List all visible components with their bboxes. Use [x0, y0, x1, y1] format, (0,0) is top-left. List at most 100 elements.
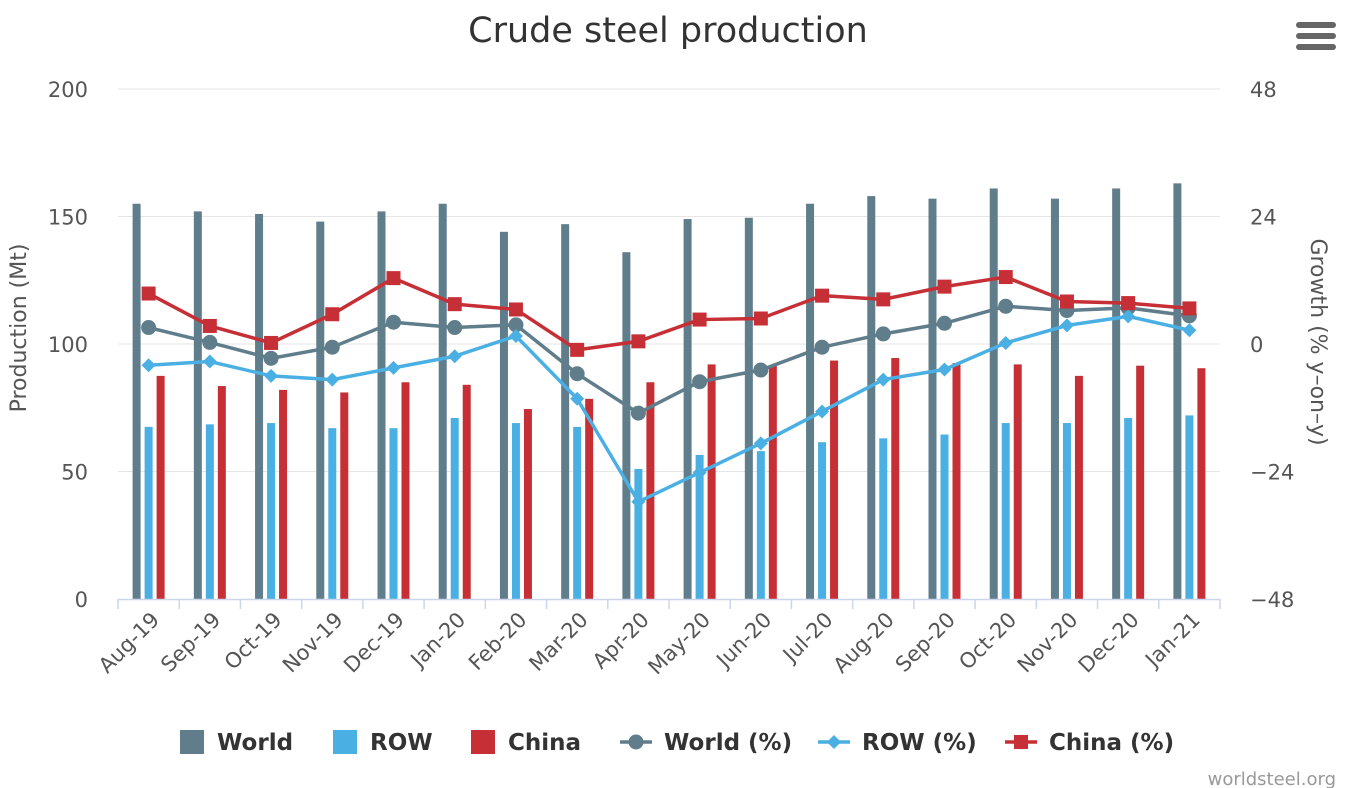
bar-row[interactable] [573, 426, 582, 599]
bar-china[interactable] [1074, 375, 1083, 599]
point-marker[interactable] [692, 312, 707, 327]
bar-world[interactable] [928, 198, 937, 599]
point-marker[interactable] [631, 494, 646, 509]
chart-menu-button[interactable] [1296, 22, 1336, 56]
bar-world[interactable] [1050, 198, 1059, 599]
series-line[interactable] [148, 304, 1190, 415]
point-marker[interactable] [630, 405, 646, 421]
point-marker[interactable] [998, 335, 1013, 350]
bar-row[interactable] [389, 428, 398, 599]
bar-world[interactable] [1173, 183, 1182, 599]
point-marker[interactable] [876, 372, 891, 387]
legend-marker[interactable] [827, 735, 841, 749]
bar-row[interactable] [267, 423, 276, 599]
legend-item[interactable]: China (%) [1005, 730, 1174, 756]
point-marker[interactable] [1059, 294, 1074, 309]
bar-row[interactable] [634, 468, 643, 599]
point-marker[interactable] [753, 362, 769, 378]
point-marker[interactable] [814, 339, 830, 355]
bar-world[interactable] [806, 203, 815, 599]
bar-row[interactable] [205, 424, 214, 599]
point-marker[interactable] [263, 350, 279, 366]
bar-world[interactable] [622, 252, 631, 599]
bar-row[interactable] [328, 428, 337, 599]
point-marker[interactable] [876, 292, 891, 307]
legend-item[interactable]: World [180, 730, 293, 756]
point-marker[interactable] [753, 436, 768, 451]
point-marker[interactable] [998, 298, 1014, 314]
point-marker[interactable] [202, 318, 217, 333]
bar-world[interactable] [561, 224, 570, 599]
bar-china[interactable] [156, 375, 165, 599]
point-marker[interactable] [508, 317, 524, 333]
point-marker[interactable] [386, 271, 401, 286]
bar-row[interactable] [144, 426, 153, 599]
point-marker[interactable] [325, 307, 340, 322]
point-marker[interactable] [875, 326, 891, 342]
bar-china[interactable] [952, 363, 961, 599]
bar-china[interactable] [1136, 365, 1145, 599]
point-marker[interactable] [447, 297, 462, 312]
point-marker[interactable] [325, 372, 340, 387]
bar-world[interactable] [132, 203, 141, 599]
point-marker[interactable] [570, 342, 585, 357]
point-marker[interactable] [1121, 296, 1136, 311]
point-marker[interactable] [447, 320, 463, 336]
point-marker[interactable] [937, 315, 952, 331]
bar-row[interactable] [695, 454, 704, 599]
bar-china[interactable] [340, 392, 349, 599]
bar-china[interactable] [830, 360, 839, 599]
point-marker[interactable] [815, 288, 830, 303]
bar-row[interactable] [1185, 415, 1194, 599]
point-marker[interactable] [998, 270, 1013, 285]
bar-row[interactable] [511, 423, 520, 599]
bar-china[interactable] [1013, 364, 1022, 599]
point-marker[interactable] [1182, 323, 1197, 338]
legend-item[interactable]: World (%) [620, 730, 792, 756]
point-marker[interactable] [1121, 309, 1136, 324]
bar-china[interactable] [279, 389, 288, 599]
bar-world[interactable] [867, 196, 876, 599]
point-marker[interactable] [141, 358, 156, 373]
bar-china[interactable] [523, 409, 532, 599]
bar-world[interactable] [193, 211, 202, 599]
point-marker[interactable] [937, 362, 952, 377]
point-marker[interactable] [631, 334, 646, 349]
bar-china[interactable] [585, 398, 594, 599]
point-marker[interactable] [508, 329, 523, 344]
series-line[interactable] [147, 275, 1190, 352]
point-marker[interactable] [508, 302, 523, 317]
legend-item[interactable]: China [471, 730, 581, 756]
point-marker[interactable] [569, 366, 585, 382]
bar-china[interactable] [891, 358, 900, 599]
legend-marker[interactable] [1014, 735, 1028, 749]
bar-world[interactable] [499, 231, 508, 600]
bar-china[interactable] [646, 382, 655, 599]
point-marker[interactable] [753, 311, 768, 326]
point-marker[interactable] [815, 404, 830, 419]
point-marker[interactable] [692, 465, 707, 480]
bar-row[interactable] [1001, 423, 1010, 599]
series-line[interactable] [148, 314, 1190, 504]
bar-china[interactable] [217, 386, 226, 599]
bar-china[interactable] [462, 384, 471, 599]
bar-row[interactable] [879, 438, 888, 599]
point-marker[interactable] [202, 354, 217, 369]
point-marker[interactable] [570, 391, 585, 406]
point-marker[interactable] [324, 339, 340, 355]
bar-china[interactable] [768, 365, 777, 599]
bar-world[interactable] [316, 221, 325, 599]
point-marker[interactable] [202, 334, 218, 350]
bar-china[interactable] [401, 382, 410, 599]
bar-world[interactable] [1112, 188, 1121, 599]
bar-world[interactable] [989, 188, 998, 599]
point-marker[interactable] [692, 374, 708, 390]
bar-china[interactable] [707, 364, 716, 599]
legend-item[interactable]: ROW (%) [818, 730, 977, 756]
bar-row[interactable] [940, 434, 949, 599]
point-marker[interactable] [447, 349, 462, 364]
point-marker[interactable] [386, 360, 401, 375]
legend-marker[interactable] [628, 734, 644, 750]
point-marker[interactable] [937, 279, 952, 294]
bar-row[interactable] [1062, 423, 1071, 599]
